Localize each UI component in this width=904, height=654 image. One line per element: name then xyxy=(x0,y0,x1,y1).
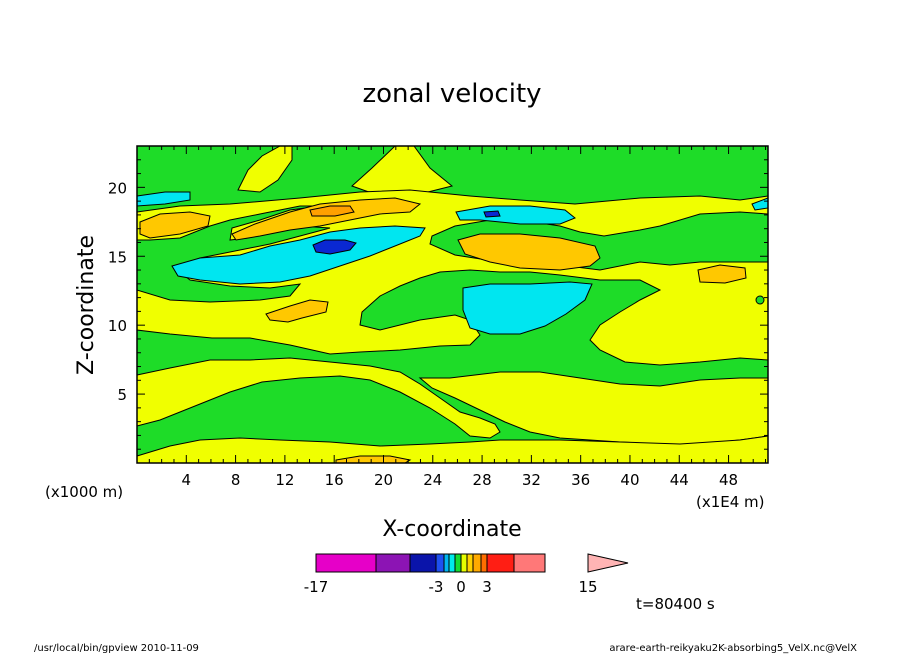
y-axis-label: Z-coordinate xyxy=(74,235,99,375)
plot-area xyxy=(136,145,769,464)
y-tick-label: 20 xyxy=(108,179,127,197)
x-tick-label: 36 xyxy=(571,471,590,489)
region-blue-core-left xyxy=(312,239,357,255)
colorbar-segment xyxy=(375,553,411,573)
colorbar-segment xyxy=(315,553,377,573)
y-tick-label: 15 xyxy=(108,248,127,266)
chart-title: zonal velocity xyxy=(362,79,541,109)
x-tick-label: 28 xyxy=(473,471,492,489)
cyan-regions xyxy=(136,191,769,335)
region-green-dot xyxy=(755,295,765,305)
plot-frame xyxy=(136,145,769,464)
region-orange-core xyxy=(309,205,355,217)
x-tick-label: 20 xyxy=(374,471,393,489)
x-tick-label: 32 xyxy=(522,471,541,489)
yellow-regions xyxy=(136,145,769,464)
x-axis-label: X-coordinate xyxy=(382,517,521,542)
x-tick-label: 44 xyxy=(670,471,689,489)
colorbar-arrow xyxy=(587,553,629,573)
colorbar-segment xyxy=(409,553,437,573)
colorbar-segment xyxy=(435,553,445,573)
colorbar-segment xyxy=(466,553,474,573)
colorbar-tick-label: 0 xyxy=(456,578,466,596)
blue-regions xyxy=(312,210,501,255)
region-cyan-top-right xyxy=(455,205,576,225)
x-tick-label: 40 xyxy=(620,471,639,489)
colorbar-segment xyxy=(443,553,450,573)
y-unit-label: (x1000 m) xyxy=(45,483,123,501)
footer-right: arare-earth-reikyaku2K-absorbing5_VelX.n… xyxy=(609,643,857,654)
colorbar-tick-label: 3 xyxy=(482,578,492,596)
region-orange-small-left xyxy=(265,299,329,323)
time-label: t=80400 s xyxy=(636,595,715,613)
colorbar-tick-label: 15 xyxy=(578,578,597,596)
colorbar-segment xyxy=(472,553,482,573)
colorbar-segment xyxy=(513,553,546,573)
region-orange-left xyxy=(139,211,211,239)
colorbar-segment xyxy=(448,553,456,573)
colorbar-tick-label: -17 xyxy=(304,578,329,596)
x-tick-labels: 4 8 12 16 20 24 28 32 36 40 44 48 xyxy=(182,471,739,489)
x-tick-label: 16 xyxy=(325,471,344,489)
y-tick-label: 5 xyxy=(117,386,127,404)
x-tick-label: 4 xyxy=(182,471,192,489)
region-blue-core-right xyxy=(483,210,501,218)
footer-left: /usr/local/bin/gpview 2010-11-09 xyxy=(34,643,199,654)
region-cyan-main xyxy=(171,225,426,285)
orange-regions xyxy=(139,197,747,464)
axis-ticks xyxy=(137,146,768,463)
region-orange-upper-center xyxy=(231,197,422,241)
y-tick-labels: 5 10 15 20 xyxy=(108,179,127,404)
colorbar-segment xyxy=(460,553,468,573)
x-tick-label: 8 xyxy=(231,471,241,489)
region-yellow-lower-band xyxy=(136,357,501,439)
colorbar-segment xyxy=(480,553,488,573)
x-unit-label: (x1E4 m) xyxy=(696,493,765,511)
x-tick-label: 12 xyxy=(275,471,294,489)
region-yellow-upper-band xyxy=(136,189,769,366)
colorbar-segment xyxy=(486,553,515,573)
colorbar-tick-label: -3 xyxy=(429,578,444,596)
colorbar-tick-labels: -17 -3 0 3 15 xyxy=(304,578,598,596)
colorbar xyxy=(315,553,629,573)
region-orange-far-right xyxy=(697,264,747,284)
region-cyan-center xyxy=(462,281,593,335)
colorbar-segment xyxy=(454,553,462,573)
x-tick-label: 24 xyxy=(423,471,442,489)
x-tick-label: 48 xyxy=(719,471,738,489)
region-orange-right-center xyxy=(457,233,601,271)
y-tick-label: 10 xyxy=(108,317,127,335)
